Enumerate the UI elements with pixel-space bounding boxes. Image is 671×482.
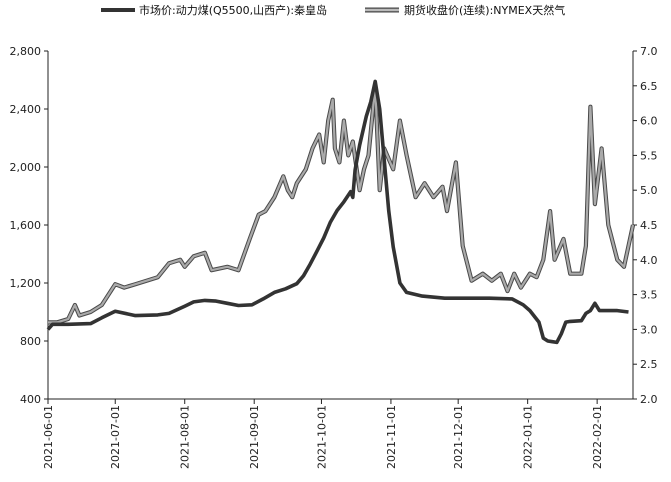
y-left-tick-label: 2,800 <box>10 45 42 58</box>
series-coal-line <box>46 79 629 345</box>
y-left-tick-label: 400 <box>20 393 41 406</box>
x-tick-label: 2022-01-01 <box>522 405 535 469</box>
legend-label-coal: 市场价:动力煤(Q5500,山西产):秦皇岛 <box>139 3 327 17</box>
y-left-tick-label: 2,000 <box>10 161 42 174</box>
y-right-tick-label: 4.0 <box>640 254 658 267</box>
y-left-tick-label: 800 <box>20 335 41 348</box>
x-tick-label: 2021-10-01 <box>315 405 328 469</box>
y-right-tick-label: 7.0 <box>640 45 658 58</box>
x-tick-label: 2021-08-01 <box>179 405 192 469</box>
x-tick-label: 2022-02-01 <box>591 405 604 469</box>
y-right-tick-label: 3.5 <box>640 289 658 302</box>
y-right-tick-label: 6.0 <box>640 115 658 128</box>
x-tick-label: 2021-12-01 <box>452 405 465 469</box>
x-tick-label: 2021-07-01 <box>109 405 122 469</box>
x-tick-label: 2021-11-01 <box>385 405 398 469</box>
y-right-tick-label: 3.0 <box>640 323 658 336</box>
y-right-tick-label: 5.0 <box>640 184 658 197</box>
y-left-tick-label: 2,400 <box>10 103 42 116</box>
y-left-tick-label: 1,200 <box>10 277 42 290</box>
y-right-tick-label: 6.5 <box>640 80 658 93</box>
x-tick-label: 2021-06-01 <box>42 405 55 469</box>
legend-label-gas: 期货收盘价(连续):NYMEX天然气 <box>404 3 565 17</box>
series <box>46 79 636 345</box>
y-right-tick-label: 2.5 <box>640 358 658 371</box>
y-right-tick-label: 5.5 <box>640 149 658 162</box>
y-left-tick-label: 1,600 <box>10 219 42 232</box>
legend: 市场价:动力煤(Q5500,山西产):秦皇岛 期货收盘价(连续):NYMEX天然… <box>101 3 565 17</box>
y-right-tick-label: 2.0 <box>640 393 658 406</box>
x-tick-label: 2021-09-01 <box>248 405 261 469</box>
y-right-tick-label: 4.5 <box>640 219 658 232</box>
axes: 400 800 1,200 1,600 2,000 2,400 2,800 2.0 2.5 3.0… <box>10 45 658 469</box>
